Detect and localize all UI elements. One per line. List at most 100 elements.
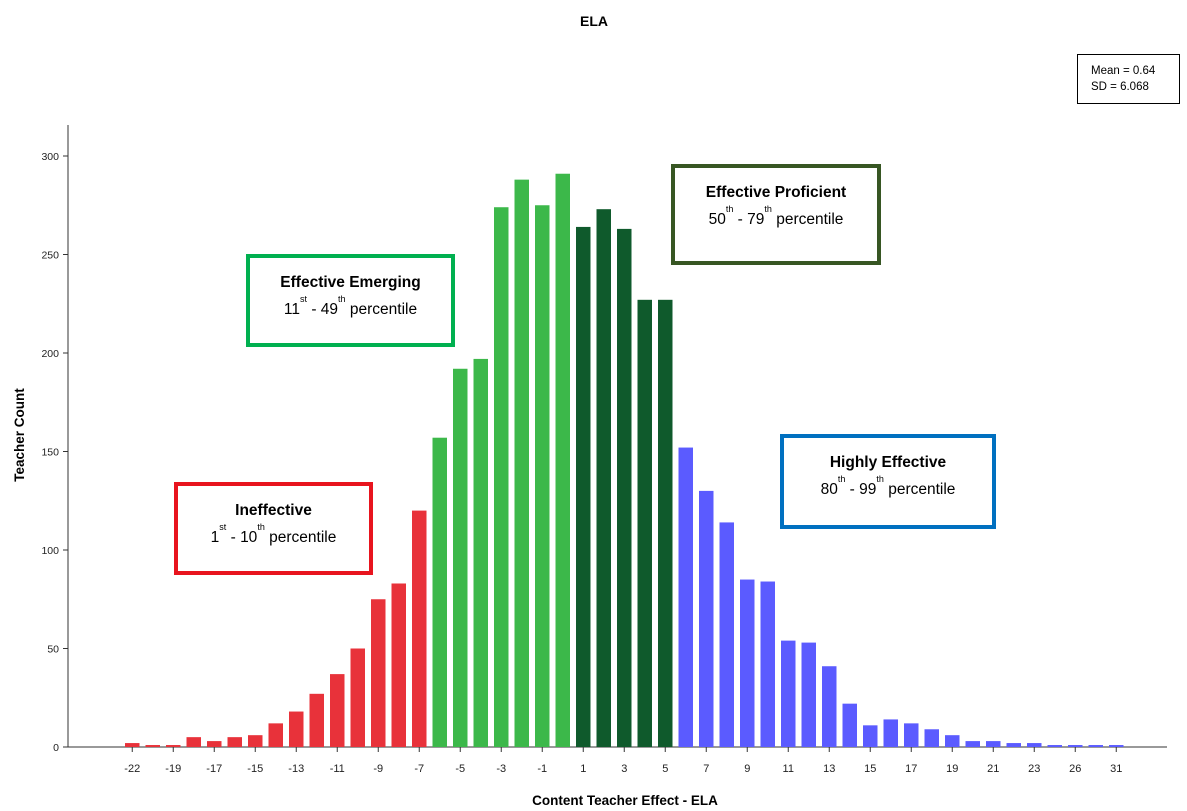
x-tick-label: -15 [247,763,263,775]
bar [1088,745,1103,747]
x-tick-label: 11 [783,763,794,775]
bar [555,173,570,748]
x-tick-label: 21 [987,763,999,775]
x-tick-label: -22 [124,763,140,775]
band-title: Ineffective [235,502,312,519]
bar [760,581,775,747]
x-tick-label: 5 [662,763,668,775]
x-tick-label: -3 [496,763,506,775]
bar [309,693,324,747]
x-tick-label: -9 [373,763,383,775]
stats-mean: Mean = 0.64 [1091,65,1156,77]
y-tick-label: 200 [41,348,59,360]
bar [883,719,898,747]
highly-effective-band-box: Highly Effective 80th - 99th percentile [780,434,996,529]
band-title: Effective Emerging [280,274,421,291]
bar [330,674,345,747]
bar [842,703,857,747]
chart-title: ELA [580,13,608,29]
x-tick-label: 15 [864,763,876,775]
x-tick-label: 26 [1069,763,1081,775]
bar [678,447,693,747]
x-tick-label: 31 [1110,763,1122,775]
x-tick-label: 19 [946,763,958,775]
bar [1027,743,1042,747]
bar [965,741,980,747]
y-tick-label: 100 [41,545,59,557]
x-tick-label: -13 [288,763,304,775]
bar [740,579,755,747]
bar [391,583,406,747]
bar [801,642,816,747]
bar [494,207,509,748]
band-range: 80th - 99th percentile [820,474,956,499]
bar [186,737,201,747]
bar [289,711,304,747]
bar [412,510,427,747]
bar [904,723,919,747]
bar [145,745,160,747]
x-tick-label: 1 [580,763,586,775]
bar [822,666,837,747]
bar [207,741,222,747]
effective-emerging-band-box: Effective Emerging 11st - 49th percentil… [246,254,455,347]
bar [658,299,673,747]
x-tick-label: 9 [744,763,750,775]
bar [1047,745,1062,747]
bars-group [125,173,1124,748]
stats-box: Mean = 0.64 SD = 6.068 [1077,54,1180,104]
stats-sd: SD = 6.068 [1091,81,1149,93]
x-tick-label: -1 [537,763,547,775]
y-axis: 0 50 100 150 200 250 300 [41,125,69,754]
ineffective-band-box: Ineffective 1st - 10th percentile [174,482,373,575]
x-tick-label: 17 [905,763,917,775]
y-tick-label: 300 [41,151,59,163]
x-tick-label: 3 [621,763,627,775]
band-range: 50th - 79th percentile [708,204,844,229]
y-axis-label: Teacher Count [12,388,27,482]
x-tick-label: -17 [206,763,222,775]
bar [1109,745,1124,747]
bar [1068,745,1083,747]
x-axis: -22 -19 -17 -15 -13 -11 -9 -7 -5 -3 -1 1 3 5 7 9 11 13 15 1… [68,746,1167,775]
y-tick-label: 150 [41,447,59,459]
x-tick-label: 13 [823,763,835,775]
bar [596,209,611,747]
bar [637,299,652,747]
bar [125,743,140,747]
x-tick-label: -19 [165,763,181,775]
bar [473,358,488,747]
bar [248,735,263,747]
y-tick-label: 0 [53,742,59,754]
bar [986,741,1001,747]
bar [227,737,242,747]
band-range: 11st - 49th percentile [283,294,418,319]
bar [1006,743,1021,747]
bar [535,205,550,747]
bar [432,437,447,747]
bar [514,179,529,747]
x-tick-label: -11 [330,763,345,775]
x-tick-label: -5 [455,763,465,775]
band-range: 1st - 10th percentile [210,522,337,547]
bar [863,725,878,747]
bar [924,729,939,747]
bar [617,228,632,747]
x-axis-label: Content Teacher Effect - ELA [532,793,718,808]
band-title: Effective Proficient [705,184,847,201]
bar [166,745,181,747]
bar [453,368,468,747]
bar [781,640,796,747]
y-tick-label: 50 [47,644,59,656]
bar [576,226,591,748]
bar [945,735,960,747]
bar [350,648,365,747]
bar [371,599,386,747]
x-tick-label: 23 [1028,763,1040,775]
y-tick-label: 250 [41,250,59,262]
x-tick-label: 7 [703,763,709,775]
effective-proficient-band-box: Effective Proficient 50th - 79th percent… [671,164,881,265]
bar [268,723,283,747]
bar [699,490,714,747]
